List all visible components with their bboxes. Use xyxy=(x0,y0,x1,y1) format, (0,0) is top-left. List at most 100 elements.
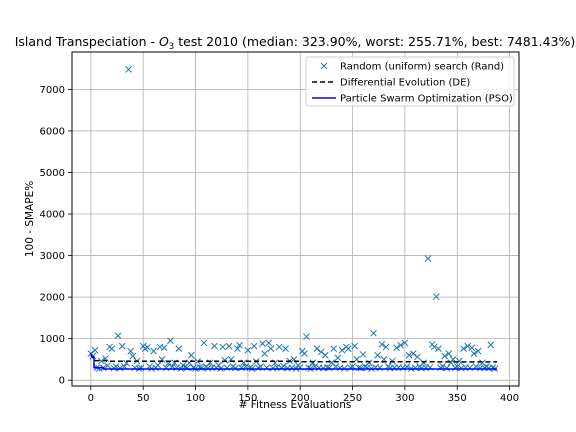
rand-point xyxy=(261,350,268,357)
rand-point xyxy=(430,343,438,351)
rand-point xyxy=(321,351,329,359)
rand-point xyxy=(412,364,419,372)
rand-point xyxy=(445,350,453,357)
chart-title: Island Transpeciation - O3 test 2010 (me… xyxy=(15,34,576,52)
y-tick-label: 7000 xyxy=(40,85,65,96)
grid xyxy=(72,52,519,386)
rand-point xyxy=(326,364,333,372)
chart-title-suffix: test 2010 (median: 323.90%, worst: 255.7… xyxy=(174,34,575,49)
rand-point xyxy=(489,364,497,372)
rand-point xyxy=(204,364,212,372)
rand-point xyxy=(225,342,233,350)
chart-title-sub: 3 xyxy=(169,42,174,52)
rand-point xyxy=(194,358,201,365)
rand-point xyxy=(175,345,183,352)
rand-point xyxy=(137,364,145,372)
rand-point xyxy=(156,343,164,351)
rand-point xyxy=(125,66,132,73)
rand-point xyxy=(443,364,451,372)
x-tick-label: 300 xyxy=(395,393,414,404)
rand-point xyxy=(97,357,105,365)
rand-point xyxy=(238,364,245,372)
rand-point xyxy=(359,351,367,358)
de-line xyxy=(90,353,498,363)
rand-point xyxy=(464,342,472,350)
rand-point xyxy=(263,364,271,372)
rand-point xyxy=(215,361,222,369)
axis-ticks: 0 50 100 150 200 250 300 350 4000100020003000400… xyxy=(40,85,520,404)
rand-point xyxy=(200,339,208,347)
rand-point xyxy=(269,364,277,372)
y-tick-label: 3000 xyxy=(40,251,65,262)
rand-point xyxy=(397,341,405,349)
rand-point xyxy=(474,347,482,355)
rand-point xyxy=(173,364,181,372)
rand-point xyxy=(317,348,325,356)
y-tick-label: 6000 xyxy=(40,126,65,137)
rand-point xyxy=(424,255,432,262)
rand-point xyxy=(468,344,476,352)
legend-box xyxy=(305,56,515,107)
rand-point xyxy=(190,364,197,372)
rand-point xyxy=(221,356,229,364)
rand-point xyxy=(301,350,308,357)
x-tick-label: 150 xyxy=(238,393,257,404)
rand-point xyxy=(254,364,262,372)
rand-point xyxy=(162,364,170,372)
rand-point xyxy=(432,293,440,301)
rand-point xyxy=(382,343,390,351)
rand-point xyxy=(414,353,421,361)
rand-point xyxy=(131,364,139,372)
rand-point xyxy=(183,364,191,372)
legend-rand-marker xyxy=(320,62,328,70)
rand-point xyxy=(401,339,409,347)
pso-line xyxy=(90,355,498,370)
rand-point xyxy=(129,352,137,360)
x-tick-label: 50 xyxy=(137,393,150,404)
rand-point xyxy=(250,342,258,350)
plot-frame xyxy=(71,51,520,387)
x-tick-label: 400 xyxy=(500,393,519,404)
rand-point xyxy=(345,345,352,352)
rand-point xyxy=(399,364,407,372)
x-tick-label: 100 xyxy=(186,393,205,404)
rand-point xyxy=(231,364,239,372)
rand-point xyxy=(236,341,243,349)
rand-point xyxy=(104,362,111,369)
rand-point xyxy=(405,351,413,359)
chart-title-prefix: Island Transpeciation - xyxy=(15,34,159,49)
rand-point xyxy=(118,342,126,350)
legend: Random (uniform) search (Rand) Differenti… xyxy=(305,56,515,107)
x-tick-label: 200 xyxy=(291,393,310,404)
y-tick-label: 1000 xyxy=(40,334,65,345)
rand-point xyxy=(127,347,134,355)
rand-point xyxy=(211,342,218,350)
rand-point xyxy=(441,352,449,360)
series-group xyxy=(87,66,499,372)
legend-label-pso: Particle Swarm Optimization (PSO) xyxy=(340,94,513,105)
rand-point xyxy=(313,345,321,352)
rand-point xyxy=(198,364,206,372)
rand-point xyxy=(234,345,241,352)
rand-point xyxy=(116,364,124,372)
rand-point xyxy=(374,351,382,359)
rand-point xyxy=(455,357,463,365)
rand-point xyxy=(409,350,417,357)
chart-title-main: O xyxy=(159,34,169,49)
rand-point xyxy=(466,364,474,372)
rand-point xyxy=(487,341,495,349)
rand-point xyxy=(355,364,363,372)
rand-point xyxy=(187,351,195,359)
rand-point xyxy=(303,333,310,340)
y-tick-label: 2000 xyxy=(40,293,65,304)
rand-scatter-series xyxy=(87,66,499,372)
rand-point xyxy=(259,340,266,347)
y-tick-label: 4000 xyxy=(40,210,65,221)
rand-point xyxy=(357,364,365,372)
rand-point xyxy=(393,344,400,352)
y-axis-label: 100 - SMAPE% xyxy=(24,181,36,257)
y-tick-label: 0 xyxy=(59,376,65,387)
rand-point xyxy=(95,365,103,372)
rand-point xyxy=(244,346,252,354)
